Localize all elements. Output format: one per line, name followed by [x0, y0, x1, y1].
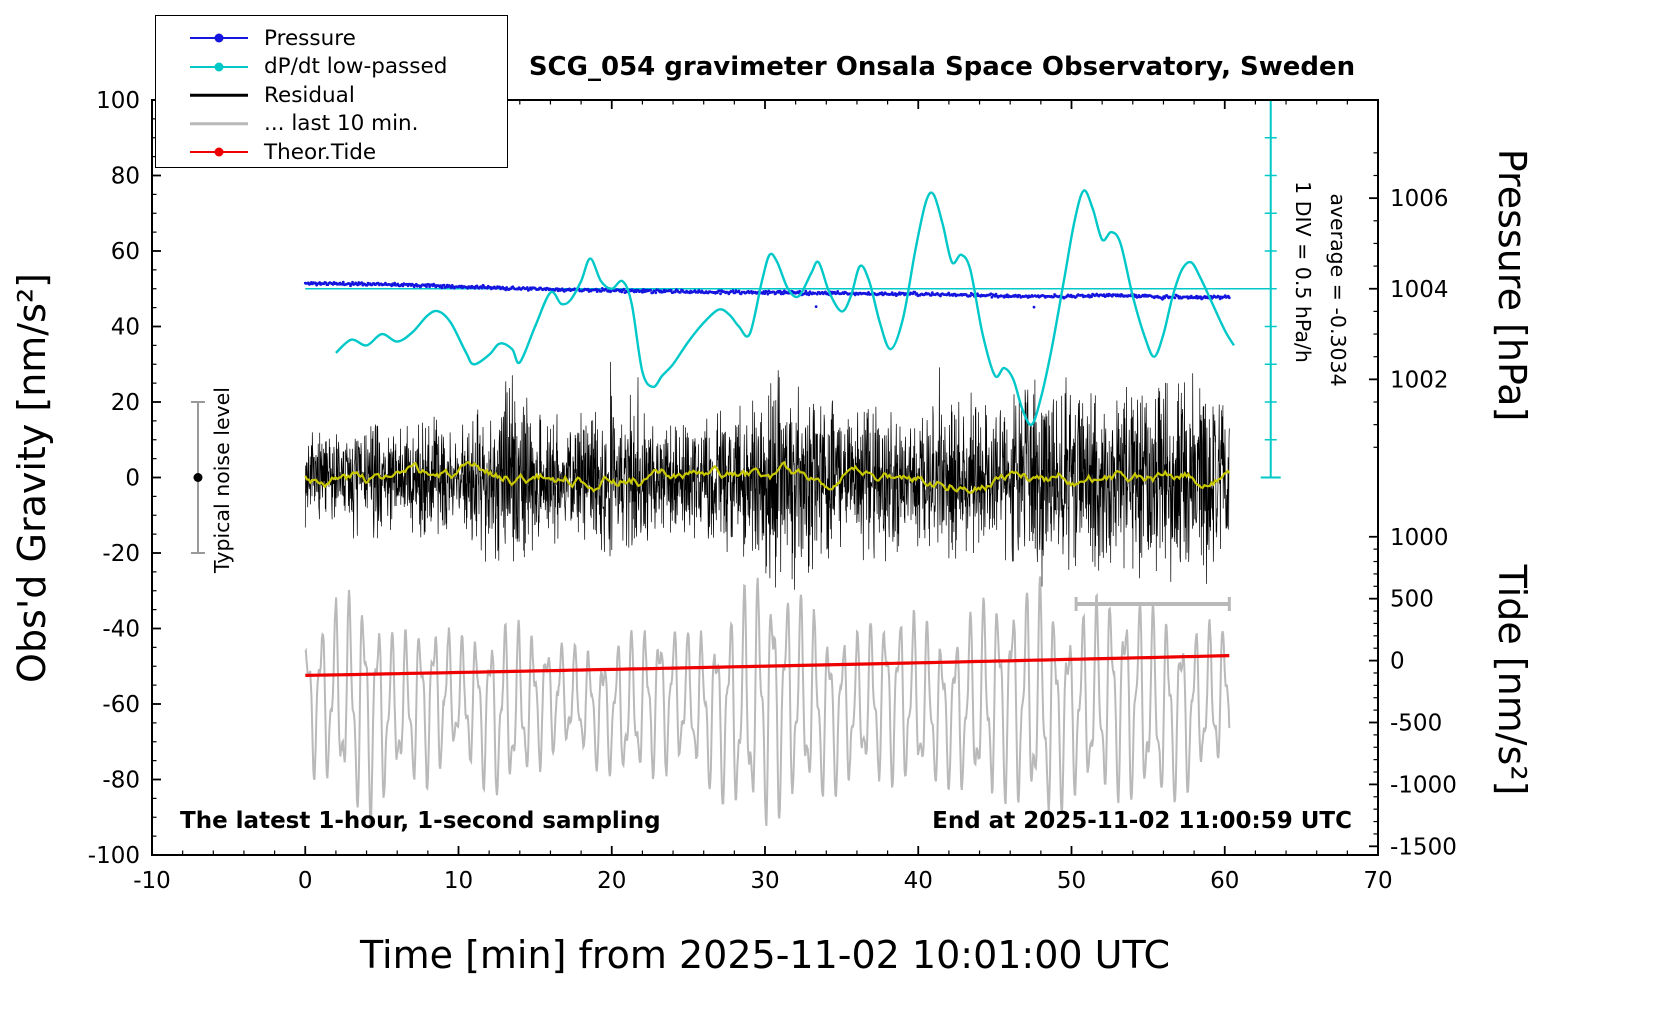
tide-axis-label-anchor: Tide [nm/s²]: [1490, 565, 1660, 796]
end-time-note: End at 2025-11-02 11:00:59 UTC: [932, 808, 1352, 834]
legend-label: Pressure: [264, 25, 356, 51]
average-annotation: average = -0.3034: [1326, 193, 1350, 387]
x-axis-tick-labels: -10 0 10 20 30 40 50 60 70: [133, 868, 1392, 894]
series-last-10-min: [304, 576, 1231, 827]
tide-axis-label: Tide [nm/s²]: [1490, 564, 1534, 796]
legend-marker-line-dot: [190, 57, 248, 77]
svg-text:1000: 1000: [1390, 525, 1449, 551]
svg-text:10: 10: [444, 868, 473, 894]
series-residual: [304, 361, 1230, 590]
svg-text:100: 100: [96, 88, 140, 114]
ten-min-scalebar: [1074, 596, 1231, 611]
svg-text:20: 20: [111, 390, 140, 416]
svg-text:40: 40: [111, 315, 140, 341]
legend-marker-line: [190, 114, 248, 134]
svg-text:-60: -60: [102, 692, 140, 718]
svg-text:80: 80: [111, 164, 140, 190]
series-residual-lowpassed: [304, 460, 1231, 494]
svg-text:-1500: -1500: [1390, 834, 1457, 860]
chart-title: SCG_054 gravimeter Onsala Space Observat…: [528, 52, 1356, 82]
legend-item: ... last 10 min.: [190, 110, 507, 139]
svg-text:-10: -10: [133, 868, 171, 894]
svg-text:-80: -80: [102, 768, 140, 794]
svg-text:1002: 1002: [1390, 367, 1449, 393]
noise-level-dot: [193, 473, 203, 482]
legend-label: ... last 10 min.: [264, 111, 419, 137]
svg-text:60: 60: [111, 239, 140, 265]
svg-text:-100: -100: [88, 843, 140, 869]
legend-marker-line-dot: [190, 28, 248, 48]
svg-text:-40: -40: [102, 617, 140, 643]
svg-text:0: 0: [1390, 649, 1405, 675]
legend: Pressure dP/dt low-passed Residual ... last…: [155, 15, 508, 168]
svg-text:20: 20: [597, 868, 626, 894]
tide-axis-tick-labels: 1000 500 0 -500 -1000 -1500: [1390, 525, 1457, 861]
average-annotation-anchor: average = -0.3034: [1326, 193, 1531, 386]
svg-text:30: 30: [750, 868, 779, 894]
pressure-axis-tick-labels: 1006 1004 1002: [1390, 186, 1449, 393]
legend-marker-line: [190, 85, 248, 105]
svg-text:50: 50: [1057, 868, 1086, 894]
legend-label: Residual: [264, 82, 355, 108]
legend-label: dP/dt low-passed: [264, 54, 448, 80]
svg-text:-500: -500: [1390, 710, 1442, 736]
y-axis-left-label: Obs'd Gravity [nm/s²]: [10, 273, 54, 683]
y-axis-left-tick-labels: -100 -80 -60 -40 -20 0 20 40 60 80 100: [88, 88, 140, 869]
legend-marker-line-dot: [190, 142, 248, 162]
svg-text:70: 70: [1363, 868, 1392, 894]
legend-label: Theor.Tide: [264, 139, 377, 165]
svg-text:-1000: -1000: [1390, 772, 1457, 798]
svg-text:0: 0: [298, 868, 313, 894]
svg-text:1006: 1006: [1390, 186, 1449, 212]
typical-noise-level-bar: [190, 401, 205, 554]
legend-item: Pressure: [190, 24, 507, 53]
div-scale-annotation: 1 DIV = 0.5 hPa/h: [1291, 181, 1315, 363]
pressure-axis-label: Pressure [hPa]: [1490, 148, 1534, 422]
svg-text:-20: -20: [102, 541, 140, 567]
series-dpdt-lowpassed: [335, 189, 1235, 427]
legend-item: dP/dt low-passed: [190, 53, 507, 82]
noise-level-label: Typical noise level: [210, 386, 234, 574]
svg-text:60: 60: [1210, 868, 1239, 894]
svg-text:40: 40: [904, 868, 933, 894]
svg-text:500: 500: [1390, 587, 1434, 613]
series-theor-tide: [305, 654, 1230, 677]
series-pressure: [303, 280, 1231, 309]
pressure-axis-label-anchor: Pressure [hPa]: [1490, 149, 1660, 422]
svg-text:1004: 1004: [1390, 277, 1449, 303]
x-axis-label: Time [min] from 2025-11-02 10:01:00 UTC: [360, 933, 1170, 977]
legend-item: Theor.Tide: [190, 138, 507, 167]
sampling-note: The latest 1-hour, 1-second sampling: [180, 808, 661, 834]
pressure-axis-ticks: [1369, 152, 1378, 448]
noise-level-label-anchor: Typical noise level: [210, 387, 408, 573]
svg-text:0: 0: [125, 466, 140, 492]
tide-axis-ticks: [1369, 535, 1378, 848]
legend-item: Residual: [190, 81, 507, 110]
